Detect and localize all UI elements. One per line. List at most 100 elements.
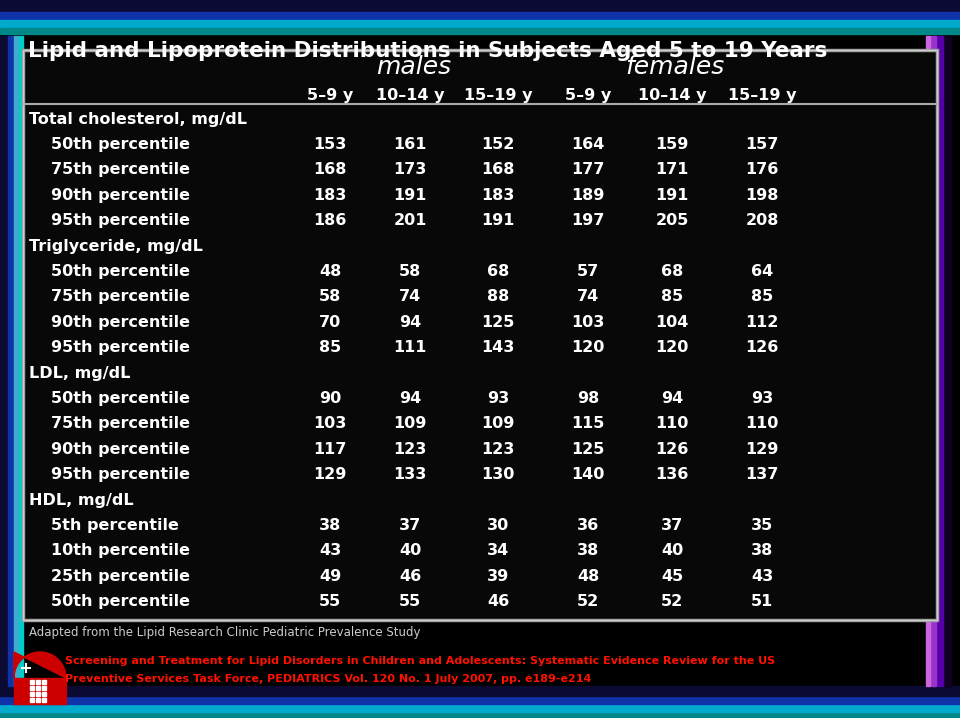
Text: 159: 159 (656, 137, 688, 152)
Bar (943, 36, 951, 686)
Text: Lipid and Lipoprotein Distributions in Subjects Aged 5 to 19 Years: Lipid and Lipoprotein Distributions in S… (28, 41, 828, 61)
Text: Total cholesterol, mg/dL: Total cholesterol, mg/dL (29, 111, 247, 126)
Text: 43: 43 (319, 544, 341, 559)
Text: 103: 103 (571, 314, 605, 330)
Bar (42, 686, 46, 690)
Text: 39: 39 (487, 569, 509, 584)
Text: 55: 55 (398, 595, 421, 609)
Text: 137: 137 (745, 467, 779, 482)
Text: 126: 126 (656, 442, 688, 457)
Text: 10th percentile: 10th percentile (51, 544, 190, 559)
Bar (23, 50, 937, 620)
Bar (42, 692, 46, 696)
Text: 161: 161 (394, 137, 426, 152)
Text: 88: 88 (487, 289, 509, 304)
Text: 94: 94 (660, 391, 684, 406)
Text: Preventive Services Task Force, PEDIATRICS Vol. 120 No. 1 July 2007, pp. e189-e2: Preventive Services Task Force, PEDIATRI… (65, 674, 591, 684)
Text: 171: 171 (656, 162, 688, 177)
Text: 93: 93 (487, 391, 509, 406)
Bar (23, 50, 937, 620)
Text: 125: 125 (481, 314, 515, 330)
Bar (36, 686, 40, 690)
Text: 152: 152 (481, 137, 515, 152)
Text: 90: 90 (319, 391, 341, 406)
Bar (0, 28, 960, 34)
Text: 37: 37 (660, 518, 684, 533)
Text: 50th percentile: 50th percentile (51, 391, 190, 406)
Bar (30, 680, 34, 684)
Text: 198: 198 (745, 188, 779, 202)
Text: 133: 133 (394, 467, 426, 482)
Text: 75th percentile: 75th percentile (51, 289, 190, 304)
Text: 90th percentile: 90th percentile (51, 442, 190, 457)
Bar (931, 36, 936, 686)
Text: 110: 110 (745, 416, 779, 432)
Text: 201: 201 (394, 213, 426, 228)
Text: 143: 143 (481, 340, 515, 355)
Bar (0, 696, 960, 704)
Text: 205: 205 (656, 213, 688, 228)
Text: 68: 68 (487, 264, 509, 279)
Bar (0, 12, 960, 20)
Text: Adapted from the Lipid Research Clinic Pediatric Prevalence Study: Adapted from the Lipid Research Clinic P… (29, 626, 420, 639)
Bar (937, 36, 943, 686)
Bar (23, 50, 937, 620)
Text: 45: 45 (660, 569, 684, 584)
Text: 109: 109 (394, 416, 426, 432)
Text: 123: 123 (481, 442, 515, 457)
Text: 191: 191 (481, 213, 515, 228)
Text: 125: 125 (571, 442, 605, 457)
Text: 98: 98 (577, 391, 599, 406)
Text: 95th percentile: 95th percentile (51, 467, 190, 482)
Text: 123: 123 (394, 442, 426, 457)
Text: 115: 115 (571, 416, 605, 432)
Text: 10–14 y: 10–14 y (637, 88, 707, 103)
Text: 104: 104 (656, 314, 688, 330)
Text: 74: 74 (398, 289, 421, 304)
Text: 37: 37 (398, 518, 421, 533)
Text: 191: 191 (656, 188, 688, 202)
Text: 75th percentile: 75th percentile (51, 416, 190, 432)
Text: 95th percentile: 95th percentile (51, 340, 190, 355)
Text: 48: 48 (577, 569, 599, 584)
Text: 129: 129 (313, 467, 347, 482)
Text: 120: 120 (571, 340, 605, 355)
Text: HDL, mg/dL: HDL, mg/dL (29, 493, 133, 508)
Text: 130: 130 (481, 467, 515, 482)
Text: 191: 191 (394, 188, 426, 202)
Text: 5–9 y: 5–9 y (564, 88, 612, 103)
Text: 52: 52 (660, 595, 684, 609)
Text: 129: 129 (745, 442, 779, 457)
Text: females: females (625, 55, 725, 79)
Bar (42, 698, 46, 702)
Text: 48: 48 (319, 264, 341, 279)
Text: 153: 153 (313, 137, 347, 152)
Text: 38: 38 (751, 544, 773, 559)
Text: 52: 52 (577, 595, 599, 609)
Text: 46: 46 (487, 595, 509, 609)
Text: 40: 40 (660, 544, 684, 559)
Text: 58: 58 (398, 264, 421, 279)
Text: 43: 43 (751, 569, 773, 584)
Text: 95th percentile: 95th percentile (51, 213, 190, 228)
Bar (36, 680, 40, 684)
Text: 90th percentile: 90th percentile (51, 314, 190, 330)
Text: 74: 74 (577, 289, 599, 304)
Text: 168: 168 (313, 162, 347, 177)
Text: 85: 85 (751, 289, 773, 304)
Text: 15–19 y: 15–19 y (728, 88, 796, 103)
Text: 93: 93 (751, 391, 773, 406)
Text: 110: 110 (656, 416, 688, 432)
Text: 189: 189 (571, 188, 605, 202)
Text: 168: 168 (481, 162, 515, 177)
Text: 94: 94 (398, 314, 421, 330)
Text: 117: 117 (313, 442, 347, 457)
Text: 90th percentile: 90th percentile (51, 188, 190, 202)
Bar (0, 20, 960, 28)
Text: 183: 183 (313, 188, 347, 202)
Text: 85: 85 (319, 340, 341, 355)
Bar (36, 692, 40, 696)
Text: 46: 46 (398, 569, 421, 584)
Text: 25th percentile: 25th percentile (51, 569, 190, 584)
Text: males: males (376, 55, 451, 79)
